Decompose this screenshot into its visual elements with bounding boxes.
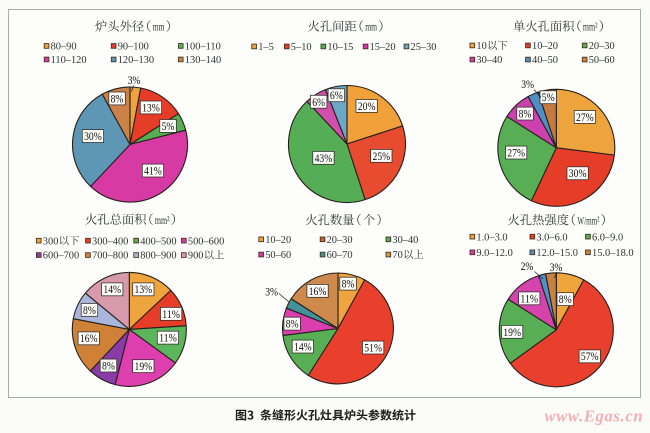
- svg-text:5%: 5%: [162, 119, 175, 133]
- svg-text:2%: 2%: [521, 259, 534, 273]
- svg-text:900: 900: [188, 251, 204, 262]
- svg-text:13%: 13%: [142, 101, 160, 115]
- svg-text:12.0–15.0: 12.0–15.0: [536, 248, 578, 259]
- svg-text:15–20: 15–20: [370, 42, 396, 53]
- svg-text:800–900: 800–900: [140, 251, 176, 262]
- svg-text:3.0–6.0: 3.0–6.0: [536, 232, 567, 243]
- svg-text:mm²: mm²: [583, 22, 598, 34]
- svg-text:20–30: 20–30: [327, 235, 353, 246]
- svg-text:50–60: 50–60: [589, 55, 615, 66]
- svg-text:11%: 11%: [520, 291, 538, 305]
- svg-text:11%: 11%: [159, 331, 177, 345]
- svg-text:10–20: 10–20: [532, 41, 558, 52]
- svg-text:8%: 8%: [559, 292, 572, 306]
- svg-text:3%: 3%: [265, 285, 278, 299]
- svg-text:30%: 30%: [84, 129, 102, 143]
- svg-text:20–30: 20–30: [589, 41, 615, 52]
- svg-text:30–40: 30–40: [476, 55, 502, 66]
- svg-text:300–400: 300–400: [92, 236, 128, 247]
- svg-text:70: 70: [392, 250, 402, 261]
- svg-text:10–15: 10–15: [327, 42, 353, 53]
- svg-text:60–70: 60–70: [327, 250, 353, 261]
- svg-text:14%: 14%: [294, 339, 312, 353]
- svg-text:120–130: 120–130: [118, 55, 154, 66]
- svg-text:3%: 3%: [521, 77, 534, 91]
- svg-text:10: 10: [476, 41, 486, 52]
- svg-text:80–90: 80–90: [51, 42, 77, 53]
- svg-text:9.0–12.0: 9.0–12.0: [476, 248, 512, 259]
- svg-text:16%: 16%: [80, 331, 98, 345]
- svg-text:300: 300: [43, 236, 59, 247]
- svg-text:W/mm²: W/mm²: [577, 215, 599, 227]
- svg-text:100–110: 100–110: [185, 42, 221, 53]
- svg-text:57%: 57%: [581, 349, 599, 363]
- svg-text:400–500: 400–500: [140, 236, 176, 247]
- svg-text:8%: 8%: [519, 107, 532, 121]
- svg-text:3%: 3%: [550, 260, 563, 274]
- svg-text:3%: 3%: [128, 73, 141, 87]
- svg-text:19%: 19%: [135, 359, 153, 373]
- svg-text:130–140: 130–140: [185, 55, 221, 66]
- svg-text:6%: 6%: [330, 88, 343, 102]
- svg-text:600–700: 600–700: [43, 251, 79, 262]
- svg-text:www.Egas.cn: www.Egas.cn: [545, 407, 644, 426]
- svg-text:5–10: 5–10: [291, 42, 312, 53]
- svg-text:8%: 8%: [342, 277, 355, 291]
- svg-text:8%: 8%: [286, 317, 299, 331]
- svg-text:30%: 30%: [569, 166, 587, 180]
- svg-text:5%: 5%: [542, 90, 555, 104]
- svg-text:mm²: mm²: [155, 215, 170, 227]
- svg-text:19%: 19%: [503, 325, 521, 339]
- svg-text:41%: 41%: [144, 163, 162, 177]
- svg-text:700–800: 700–800: [92, 251, 128, 262]
- svg-text:51%: 51%: [364, 340, 382, 354]
- svg-text:25–30: 25–30: [411, 42, 437, 53]
- svg-text:25%: 25%: [373, 149, 391, 163]
- svg-text:27%: 27%: [576, 110, 594, 124]
- svg-text:40–50: 40–50: [532, 55, 558, 66]
- svg-text:110–120: 110–120: [51, 55, 87, 66]
- svg-text:6.0–9.0: 6.0–9.0: [592, 232, 623, 243]
- svg-text:15.0–18.0: 15.0–18.0: [592, 248, 634, 259]
- svg-text:8%: 8%: [111, 92, 124, 106]
- svg-text:11%: 11%: [162, 307, 180, 321]
- svg-text:90–100: 90–100: [118, 42, 149, 53]
- svg-text:13%: 13%: [135, 282, 153, 296]
- svg-text:50–60: 50–60: [265, 250, 291, 261]
- svg-text:27%: 27%: [507, 145, 525, 159]
- svg-text:30–40: 30–40: [392, 235, 418, 246]
- svg-text:8%: 8%: [83, 303, 96, 317]
- svg-text:1.0–3.0: 1.0–3.0: [476, 232, 507, 243]
- svg-text:500–600: 500–600: [188, 236, 224, 247]
- svg-text:20%: 20%: [358, 99, 376, 113]
- svg-text:8%: 8%: [102, 358, 115, 372]
- svg-text:mm: mm: [153, 22, 165, 34]
- svg-text:10–20: 10–20: [265, 235, 291, 246]
- svg-text:14%: 14%: [103, 282, 121, 296]
- svg-text:43%: 43%: [315, 151, 333, 165]
- svg-text:6%: 6%: [312, 95, 325, 109]
- svg-text:mm: mm: [365, 22, 377, 34]
- svg-text:1–5: 1–5: [258, 42, 274, 53]
- svg-text:16%: 16%: [309, 284, 327, 298]
